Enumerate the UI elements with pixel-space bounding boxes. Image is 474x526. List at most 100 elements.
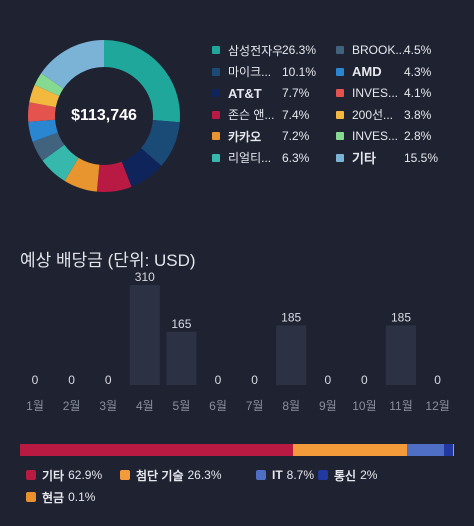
- sector-segment-3[interactable]: [444, 444, 453, 456]
- sector-legend-item-2[interactable]: IT 8.7%: [256, 466, 314, 484]
- donut-slice-0[interactable]: [104, 40, 180, 123]
- legend-swatch: [336, 153, 344, 162]
- donut-slice-10[interactable]: [34, 73, 64, 96]
- month-tick-label-6: 7월: [246, 399, 264, 413]
- bar-10[interactable]: [386, 325, 416, 385]
- sector-allocation-bar: [20, 444, 454, 456]
- legend-name: 존슨 앤...: [228, 108, 275, 122]
- month-tick-label-5: 6월: [209, 399, 227, 413]
- legend-swatch: [336, 67, 344, 76]
- legend-name: 마이크...: [228, 65, 272, 79]
- sector-swatch: [26, 470, 36, 480]
- sector-segment-2[interactable]: [406, 444, 445, 456]
- donut-slice-6[interactable]: [32, 132, 65, 161]
- legend-percent: 7.2%: [282, 129, 310, 143]
- donut-slice-2[interactable]: [121, 148, 162, 187]
- bar-7[interactable]: [276, 325, 307, 385]
- bar-value-label-4: 165: [171, 317, 191, 331]
- legend-name: 리얼티...: [228, 151, 272, 165]
- sector-segment-1[interactable]: [292, 444, 407, 456]
- legend-swatch: [336, 46, 344, 54]
- legend-item-3[interactable]: 존슨 앤... 7.4%: [212, 105, 309, 125]
- bar-3[interactable]: [129, 285, 160, 385]
- legend-percent: 3.8%: [404, 107, 432, 122]
- sector-legend-item-0[interactable]: 기타 62.9%: [26, 466, 102, 484]
- month-tick-label-0: 1월: [26, 399, 44, 413]
- bar-value-label-0: 0: [32, 373, 39, 387]
- legend-item-2[interactable]: AT&T 7.7%: [212, 83, 309, 103]
- sector-percent: 62.9%: [68, 468, 103, 482]
- bar-value-label-9: 0: [361, 373, 368, 387]
- legend-item-6[interactable]: BROOK... 4.5%: [336, 40, 431, 60]
- sector-name: 기타: [42, 468, 65, 483]
- legend-swatch: [212, 153, 220, 162]
- legend-swatch: [212, 110, 220, 119]
- donut-slice-4[interactable]: [64, 157, 100, 192]
- legend-name: INVES...: [352, 86, 399, 100]
- sector-swatch: [318, 470, 328, 480]
- dividend-section-title: 예상 배당금 (단위: USD): [20, 251, 196, 270]
- legend-item-8[interactable]: INVES... 4.1%: [336, 83, 431, 103]
- month-tick-label-2: 3월: [99, 399, 117, 413]
- sector-segment-4[interactable]: [453, 444, 454, 456]
- sector-name: 현금: [42, 490, 65, 505]
- month-tick-label-4: 5월: [173, 399, 191, 413]
- donut-slice-8[interactable]: [28, 102, 56, 122]
- legend-item-9[interactable]: 200선... 3.8%: [336, 105, 431, 125]
- legend-swatch: [212, 67, 220, 76]
- sector-legend-item-3[interactable]: 통신 2%: [318, 466, 377, 484]
- month-tick-label-10: 11월: [389, 399, 413, 413]
- bar-4[interactable]: [166, 331, 197, 385]
- donut-svg: [28, 40, 180, 192]
- legend-name: AMD: [352, 64, 382, 79]
- donut-slice-11[interactable]: [41, 40, 104, 89]
- legend-swatch: [336, 89, 344, 97]
- legend-name: INVES...: [352, 129, 399, 143]
- donut-slice-5[interactable]: [42, 144, 79, 181]
- portfolio-total-value: $113,746: [71, 107, 137, 124]
- sector-percent: 8.7%: [286, 468, 315, 482]
- donut-slice-7[interactable]: [28, 119, 58, 142]
- legend-item-5[interactable]: 리얼티... 6.3%: [212, 148, 309, 168]
- legend-swatch: [336, 132, 344, 140]
- legend-percent: 4.1%: [404, 86, 432, 100]
- donut-slice-9[interactable]: [29, 84, 60, 108]
- legend-item-0[interactable]: 삼성전자우 26.3%: [212, 40, 316, 60]
- legend-item-11[interactable]: 기타 15.5%: [336, 148, 438, 168]
- sector-swatch: [26, 492, 36, 502]
- bar-value-label-2: 0: [105, 373, 112, 387]
- legend-percent: 6.3%: [282, 150, 310, 165]
- month-tick-label-8: 9월: [319, 399, 337, 413]
- sector-percent: 26.3%: [187, 468, 222, 482]
- sector-name: 통신: [334, 468, 357, 483]
- legend-percent: 4.5%: [404, 43, 432, 57]
- legend-item-10[interactable]: INVES... 2.8%: [336, 126, 431, 146]
- sector-swatch: [120, 470, 130, 480]
- bar-value-label-1: 0: [68, 373, 75, 387]
- sector-legend-item-1[interactable]: 첨단 기술 26.3%: [120, 466, 222, 484]
- legend-percent: 2.8%: [404, 129, 432, 143]
- legend-item-7[interactable]: AMD 4.3%: [336, 62, 431, 82]
- sector-percent: 0.1%: [68, 490, 96, 504]
- bar-value-label-3: 310: [135, 270, 155, 284]
- portfolio-donut-chart[interactable]: $113,746: [24, 36, 184, 196]
- sector-legend-item-4[interactable]: 현금 0.1%: [26, 488, 95, 506]
- sector-swatch: [256, 470, 266, 480]
- legend-percent: 26.3%: [282, 43, 317, 57]
- legend-item-4[interactable]: 카카오 7.2%: [212, 126, 309, 146]
- legend-item-1[interactable]: 마이크... 10.1%: [212, 62, 316, 82]
- sector-segment-0[interactable]: [20, 444, 293, 456]
- legend-swatch: [336, 110, 344, 119]
- donut-slice-3[interactable]: [96, 161, 132, 192]
- legend-swatch: [212, 46, 220, 54]
- legend-name: BROOK...: [352, 43, 404, 57]
- legend-name: 기타: [352, 151, 376, 166]
- bar-value-label-8: 0: [324, 373, 331, 387]
- month-tick-label-9: 10월: [352, 399, 376, 413]
- month-tick-label-7: 8월: [282, 399, 300, 413]
- bar-value-label-7: 185: [281, 310, 301, 324]
- legend-percent: 7.7%: [282, 86, 310, 100]
- sector-name: IT: [272, 468, 283, 482]
- donut-slice-1[interactable]: [140, 119, 180, 166]
